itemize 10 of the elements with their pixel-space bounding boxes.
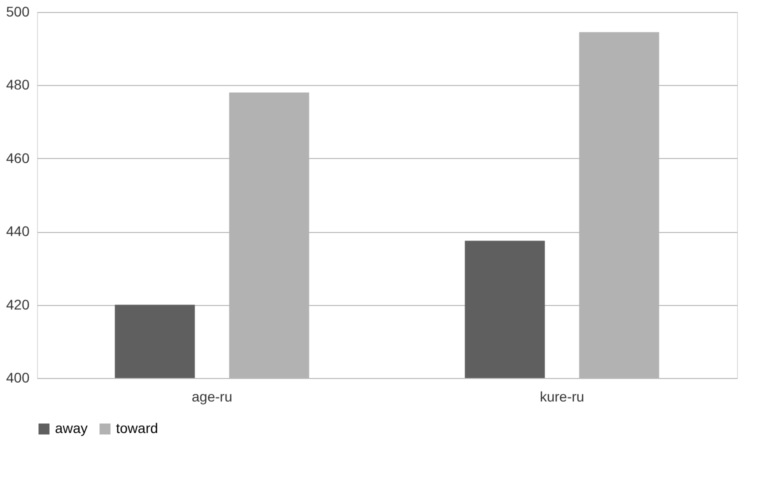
y-tick-label: 500: [6, 4, 30, 20]
legend-label: toward: [116, 420, 158, 436]
x-tick-label: kure-ru: [540, 388, 584, 404]
y-tick-label: 420: [6, 296, 30, 312]
y-tick-label: 440: [6, 223, 30, 240]
y-tick-label: 480: [6, 76, 30, 93]
y-tick-label: 400: [6, 370, 30, 386]
y-tick-label: 460: [6, 150, 30, 166]
legend-label: away: [55, 420, 88, 436]
x-tick-label: age-ru: [192, 388, 232, 404]
